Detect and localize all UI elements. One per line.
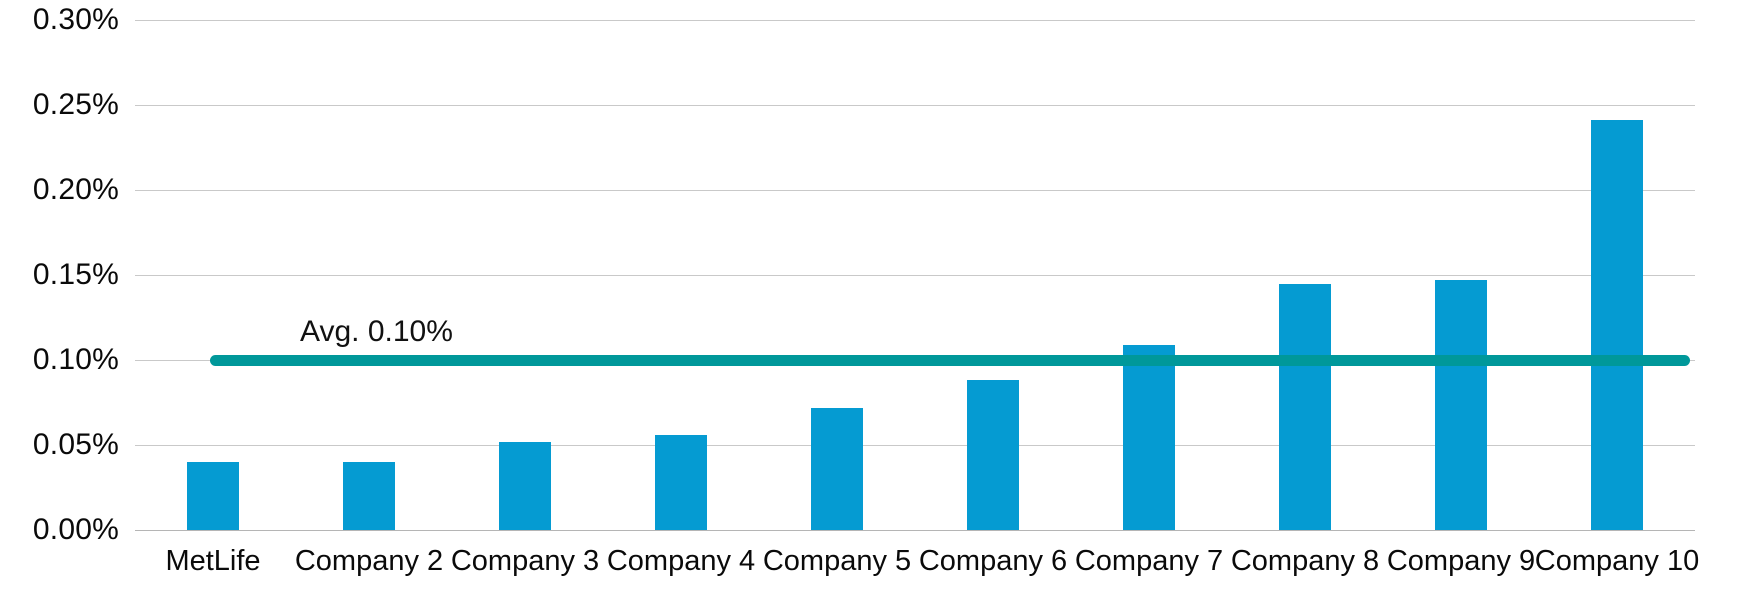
y-axis-tick-label: 0.15% bbox=[32, 258, 119, 291]
x-axis-tick-label: MetLife bbox=[165, 545, 261, 577]
gridline bbox=[135, 190, 1695, 191]
gridline bbox=[135, 105, 1695, 106]
average-line bbox=[210, 355, 1690, 366]
x-axis-tick-label: Company 7 bbox=[1074, 545, 1224, 577]
x-axis-tick-label: Company 4 bbox=[606, 545, 756, 577]
y-axis-tick-label: 0.05% bbox=[32, 428, 119, 461]
bars-layer bbox=[135, 20, 1695, 530]
gridline bbox=[135, 530, 1695, 531]
bar bbox=[967, 380, 1019, 530]
bar bbox=[1435, 280, 1487, 530]
bar bbox=[1591, 120, 1643, 530]
y-axis-tick-label: 0.25% bbox=[32, 88, 119, 121]
y-axis-tick-label: 0.10% bbox=[32, 343, 119, 376]
x-axis-tick-label: Company 3 bbox=[450, 545, 600, 577]
y-axis-tick-label: 0.30% bbox=[32, 3, 119, 36]
bar bbox=[1123, 344, 1175, 530]
gridline bbox=[135, 20, 1695, 21]
x-axis-tick-label: Company 2 bbox=[294, 545, 444, 577]
bar bbox=[343, 462, 395, 530]
x-axis-tick-label: Company 10 bbox=[1534, 545, 1700, 577]
x-axis-tick-label: Company 9 bbox=[1386, 545, 1536, 577]
bar bbox=[1279, 283, 1331, 530]
x-axis-tick-label: Company 5 bbox=[762, 545, 912, 577]
y-axis-tick-label: 0.00% bbox=[32, 513, 119, 546]
x-axis-tick-label: Company 6 bbox=[918, 545, 1068, 577]
plot-area bbox=[135, 20, 1695, 531]
bar bbox=[499, 441, 551, 530]
y-axis-tick-label: 0.20% bbox=[32, 173, 119, 206]
bar bbox=[811, 407, 863, 530]
bar bbox=[187, 462, 239, 530]
bar bbox=[655, 434, 707, 530]
average-line-label: Avg. 0.10% bbox=[300, 315, 453, 348]
x-axis-tick-label: Company 8 bbox=[1230, 545, 1380, 577]
gridline bbox=[135, 275, 1695, 276]
gridline bbox=[135, 445, 1695, 446]
